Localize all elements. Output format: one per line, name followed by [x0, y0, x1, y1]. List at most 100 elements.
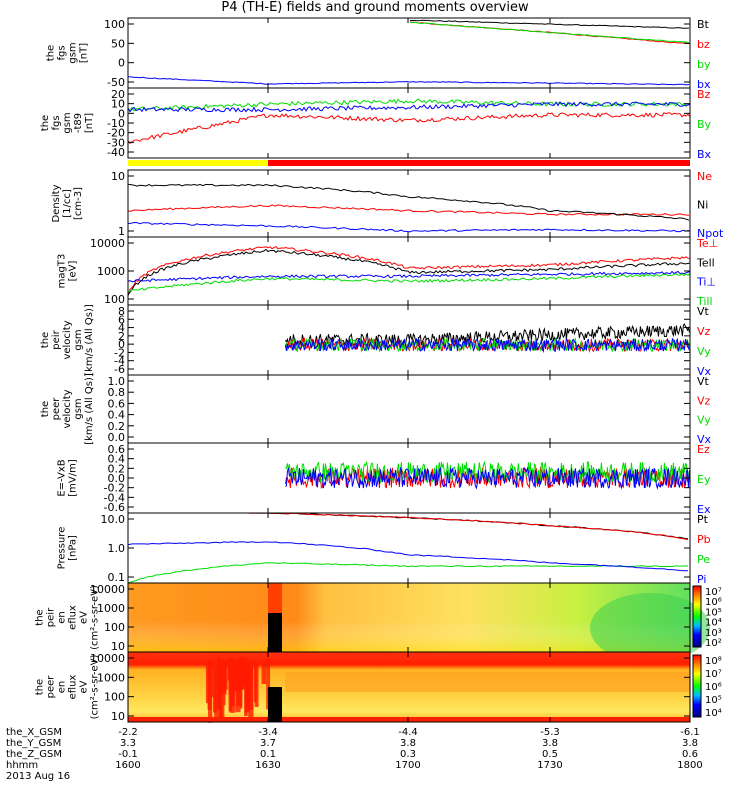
legend-Pe: Pe — [697, 553, 710, 566]
ylabel-line: [cm-3] — [73, 187, 84, 220]
xaxis-row-value: 1800 — [677, 760, 702, 771]
y-tick-label: 100 — [104, 18, 125, 31]
colorbar-label: 10⁶ — [705, 597, 722, 608]
series-line-Bx — [128, 101, 690, 113]
series-line-Te⊥ — [128, 245, 690, 297]
colorbar-label: 10⁴ — [705, 618, 722, 629]
legend-Vx: Vx — [697, 433, 712, 446]
date-label: 2013 Aug 16 — [6, 771, 70, 782]
spectrogram-electron-streak — [205, 665, 209, 704]
ylabel-line: eV — [79, 611, 90, 624]
colorbar-label: 10⁸ — [705, 656, 722, 667]
ylabel-temp: magT3 [eV] — [57, 254, 79, 289]
legend-Bx: Bx — [697, 148, 712, 161]
legend-Vy: Vy — [697, 414, 711, 427]
y-tick-label: 4 — [118, 322, 125, 335]
ylabel-line: [nPa] — [68, 535, 79, 561]
series-line-Vx — [284, 337, 690, 353]
y-tick-label: -4 — [114, 355, 125, 368]
y-tick-label: 0 — [118, 107, 125, 120]
ylabel-line: eflux — [68, 675, 79, 700]
y-tick-label: 0.0 — [108, 472, 126, 485]
ylabel-line: eV — [79, 680, 90, 693]
y-tick-label: 20 — [111, 88, 125, 101]
y-tick-label: 0 — [118, 338, 125, 351]
y-tick-label: -0.6 — [104, 501, 125, 514]
spectrogram-electron-streak — [266, 659, 271, 710]
ylabel-line: (cm²-s-sr-eV) — [90, 655, 101, 720]
series-line-Pi — [128, 541, 689, 572]
ylabel-line: [eV] — [68, 261, 79, 282]
ylabel-line: E=-VxB — [57, 459, 68, 496]
y-tick-label: 100 — [104, 691, 125, 704]
spectrogram-electron-streak — [261, 663, 267, 684]
ylabel-line: (cm²-s-sr-eV) — [90, 585, 101, 650]
legend-Pt: Pt — [697, 513, 709, 526]
colorbar — [692, 654, 702, 718]
colorbar-label: 10⁷ — [705, 587, 722, 598]
y-tick-label: 0.2 — [108, 462, 126, 475]
series-line-Till — [128, 272, 690, 293]
ylabel-line: -t89 — [73, 113, 84, 133]
ylabel-line: Pressure — [57, 527, 68, 570]
ylabel-line: peir — [46, 607, 57, 627]
colorbar-label: 10⁷ — [705, 669, 722, 680]
series-line-Tell — [128, 248, 690, 296]
y-tick-label: 0.8 — [108, 386, 126, 399]
colorbar-label: 10³ — [705, 628, 722, 639]
ylabel-line: [km/s (All Qs)] — [84, 304, 95, 376]
ylabel-line: fgs — [51, 115, 62, 130]
y-tick-label: -0.4 — [104, 491, 125, 504]
y-tick-label: 10000 — [90, 652, 125, 665]
legend-bz: bz — [697, 38, 710, 51]
ylabel-efield: E=-VxB [mV/m] — [57, 459, 79, 497]
ylabel-peer_vel: the peer velocity gsm [km/s (All Qs)] — [40, 373, 95, 445]
y-tick-label: 10000 — [90, 237, 125, 250]
legend-Bz: Bz — [697, 88, 711, 101]
spectrogram-electron-streak — [224, 660, 228, 691]
series-line-Vt — [284, 323, 690, 347]
legend-Ex: Ex — [697, 503, 711, 516]
spectrogram-electron-band — [285, 672, 690, 692]
ylabel-line: the — [35, 679, 46, 695]
ylabel-line: velocity — [62, 389, 73, 428]
spectrogram-ion-green — [590, 593, 710, 663]
legend-Npot: Npot — [697, 227, 724, 240]
ylabel-line: gsm — [73, 329, 84, 350]
colorbar — [692, 585, 702, 648]
y-tick-label: 0.1 — [108, 571, 126, 584]
spectrogram-ion-top — [268, 583, 282, 613]
panel-frame-pressure — [127, 512, 691, 584]
xaxis-row-value: 3.8 — [542, 738, 558, 749]
y-tick-label: 10 — [111, 170, 125, 183]
ylabel-line: the — [40, 332, 51, 348]
ylabel-line: eflux — [68, 605, 79, 630]
ylabel-line: en — [57, 681, 68, 694]
colorbar-label: 10² — [705, 638, 722, 649]
xaxis-row-value: 1730 — [537, 760, 562, 771]
y-tick-label: -50 — [107, 76, 125, 89]
spectrogram-electron-streak — [248, 666, 254, 719]
ylabel-line: peer — [51, 397, 62, 421]
y-tick-label: 6 — [118, 313, 125, 326]
panel-frame-peer_spec — [127, 651, 691, 723]
xaxis-row-value: 0.3 — [400, 749, 416, 760]
ylabel-line: fgs — [57, 45, 68, 60]
spectrogram-electron-streak — [223, 660, 226, 706]
status-bar-red — [268, 160, 690, 166]
y-tick-label: -6 — [114, 363, 125, 376]
legend-Vx: Vx — [697, 365, 712, 378]
ylabel-pressure: Pressure [nPa] — [57, 527, 79, 570]
series-line-Bz — [128, 112, 690, 144]
y-tick-label: 1000 — [97, 602, 125, 615]
colorbar-label: 10⁵ — [705, 607, 722, 618]
ylabel-line: [nT] — [79, 43, 90, 63]
ylabel-line: [1/cc] — [62, 189, 73, 218]
legend-By: By — [697, 118, 712, 131]
ylabel-line: gsm — [73, 398, 84, 419]
y-tick-label: 0 — [118, 57, 125, 70]
spectrogram-electron-streak — [235, 660, 241, 713]
xaxis-row-value: 0.5 — [542, 749, 558, 760]
legend-by: by — [697, 58, 711, 71]
xaxis-row-label: the_Y_GSM — [6, 738, 61, 749]
